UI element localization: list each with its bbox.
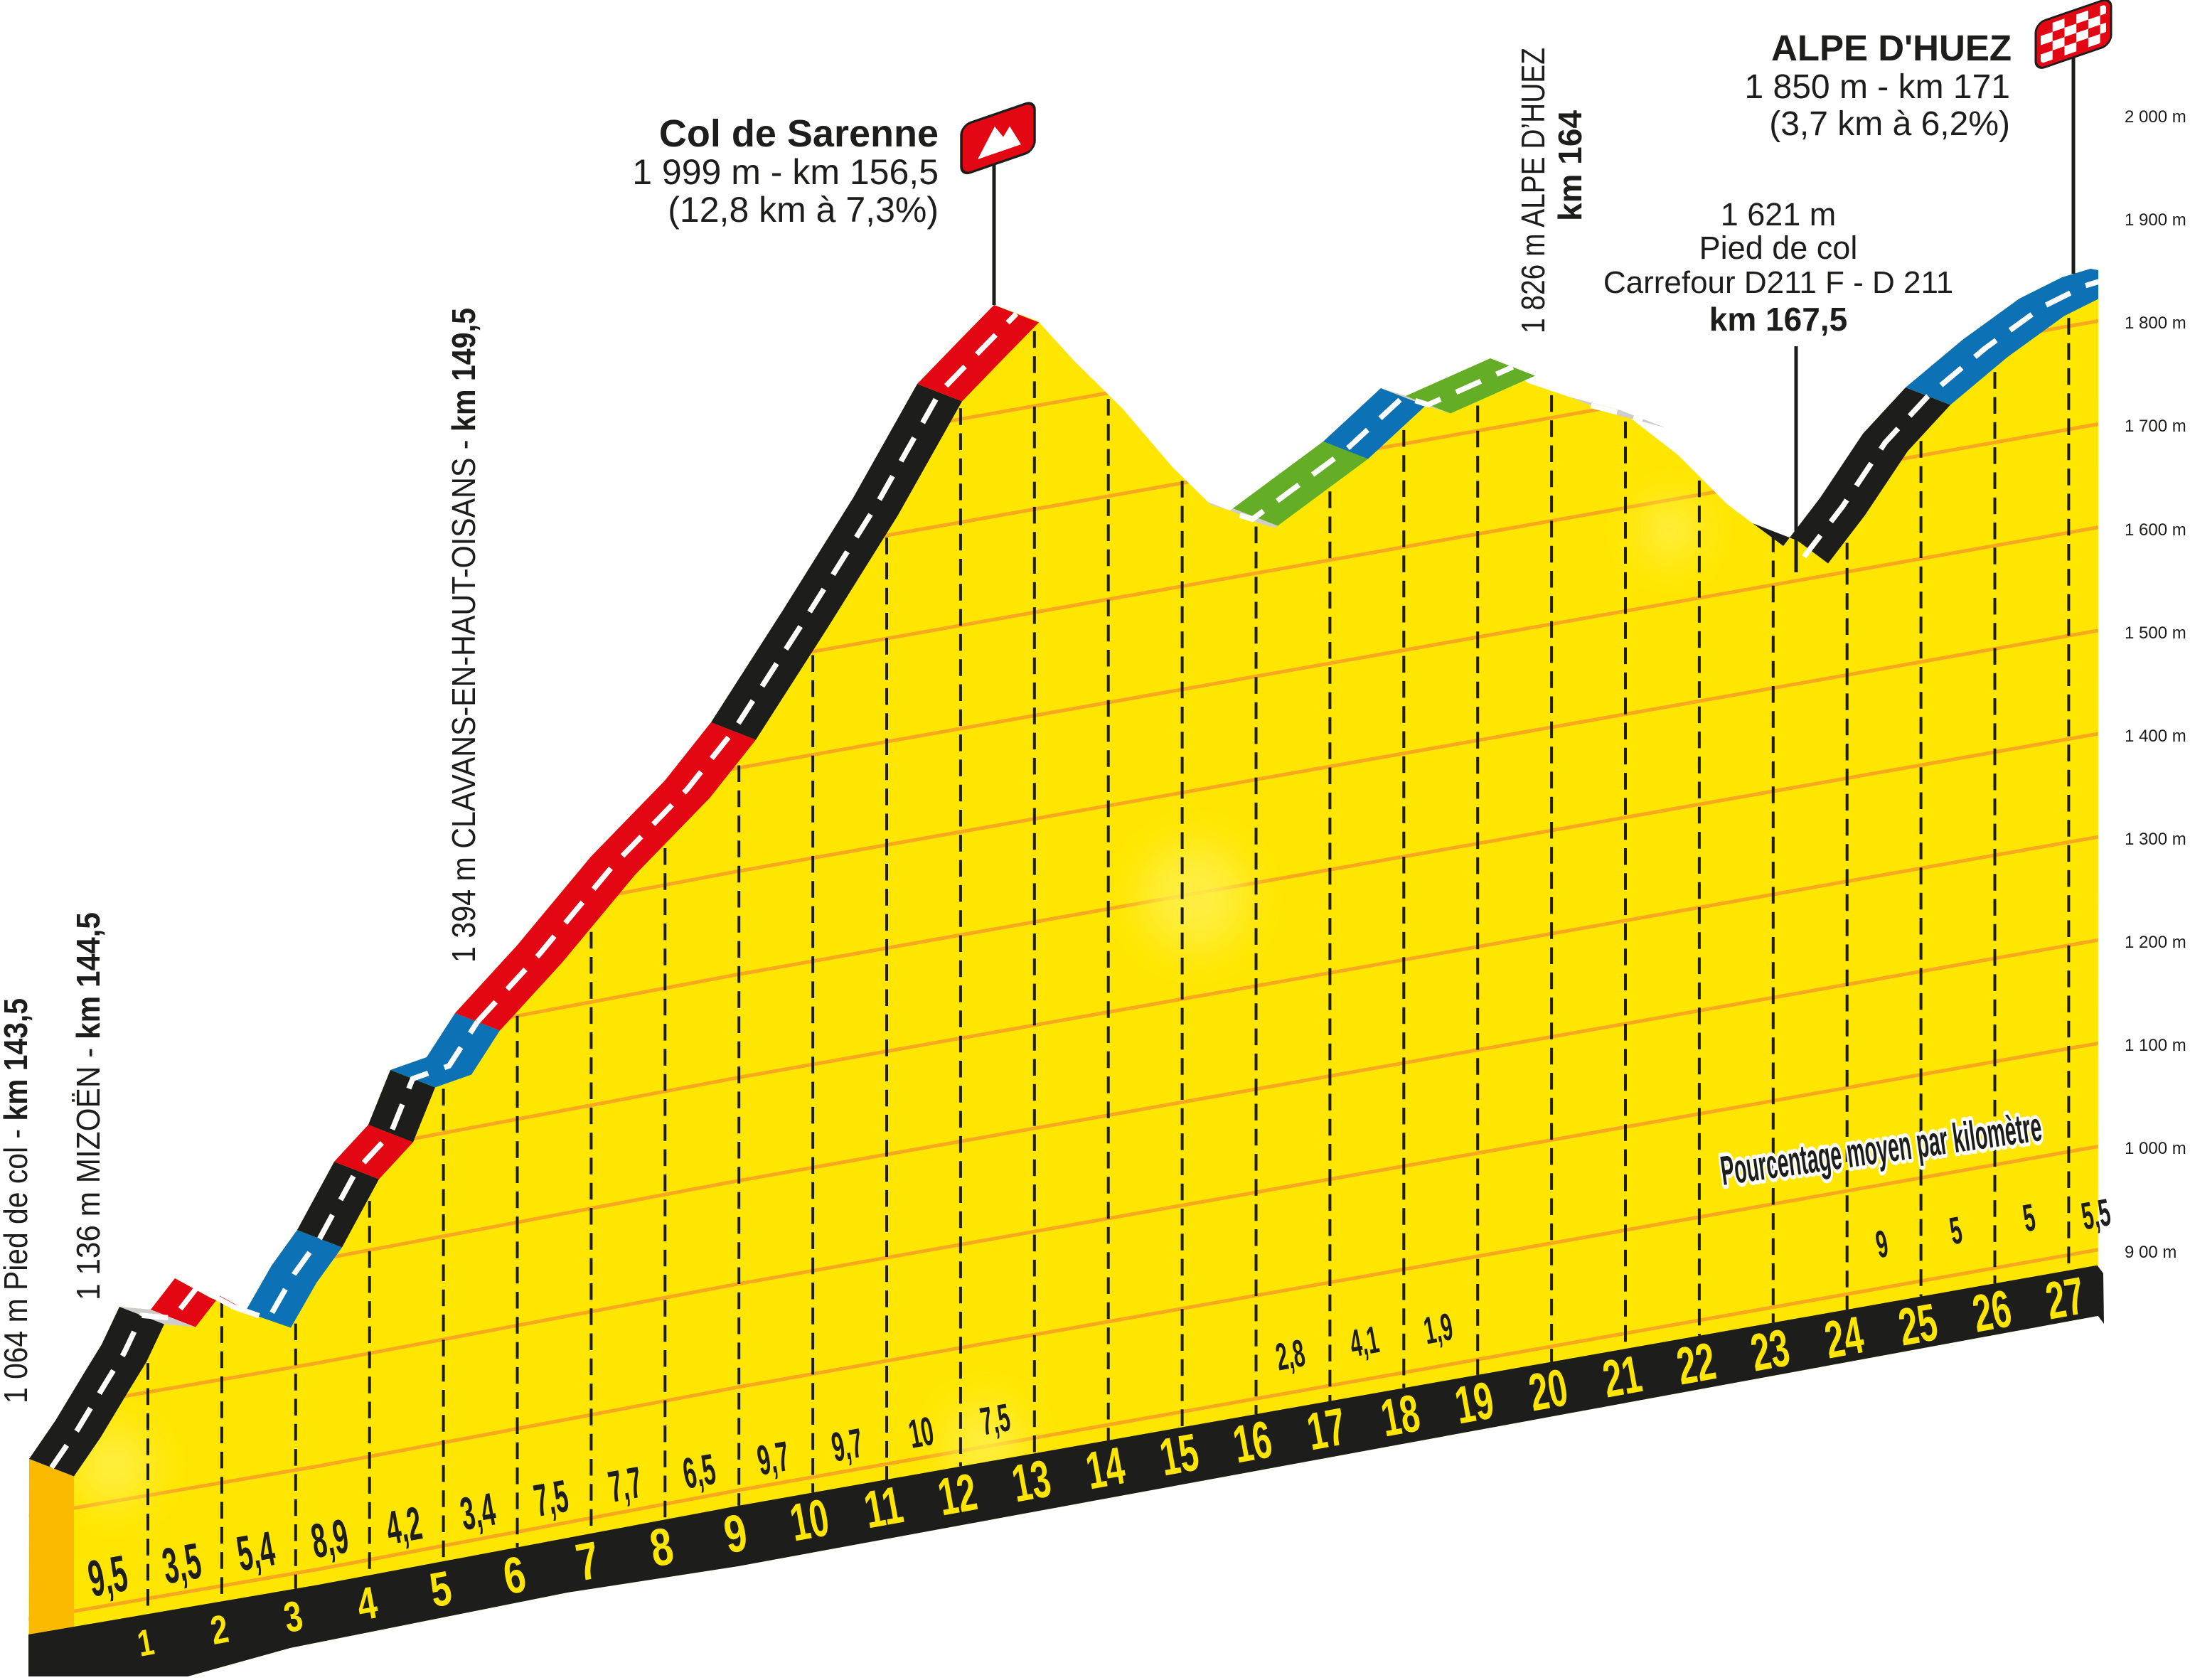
svg-text:1 000 m: 1 000 m (2125, 1139, 2186, 1158)
svg-text:(3,7 km à 6,2%): (3,7 km à 6,2%) (1769, 105, 2010, 143)
svg-text:Col de Sarenne: Col de Sarenne (659, 112, 939, 155)
svg-text:1 826 m ALPE D’HUEZ: 1 826 m ALPE D’HUEZ (1515, 48, 1551, 333)
svg-text:1 850 m - km 171: 1 850 m - km 171 (1745, 68, 2011, 106)
svg-text:1 064 m Pied de col - km 143,5: 1 064 m Pied de col - km 143,5 (0, 998, 34, 1403)
svg-text:ALPE D'HUEZ: ALPE D'HUEZ (1771, 28, 2012, 68)
svg-text:1 621 m: 1 621 m (1721, 196, 1837, 232)
svg-text:Pied de col: Pied de col (1699, 230, 1858, 266)
svg-text:km 164: km 164 (1551, 110, 1588, 221)
svg-text:1 394 m CLAVANS-EN-HAUT-OISANS: 1 394 m CLAVANS-EN-HAUT-OISANS - km 149,… (445, 308, 482, 963)
svg-text:9 00 m: 9 00 m (2125, 1243, 2176, 1262)
svg-text:1 500 m: 1 500 m (2125, 624, 2186, 643)
svg-text:1 200 m: 1 200 m (2125, 933, 2186, 952)
svg-text:Carrefour D211 F - D 211: Carrefour D211 F - D 211 (1603, 265, 1953, 300)
svg-text:(12,8 km à 7,3%): (12,8 km à 7,3%) (668, 190, 939, 230)
svg-text:1 900 m: 1 900 m (2125, 210, 2186, 230)
svg-text:1 136 m MIZOËN - km 144,5: 1 136 m MIZOËN - km 144,5 (70, 912, 107, 1300)
svg-text:1 600 m: 1 600 m (2125, 520, 2186, 540)
svg-text:1 400 m: 1 400 m (2125, 727, 2186, 746)
svg-text:km 167,5: km 167,5 (1709, 301, 1847, 338)
svg-text:1 300 m: 1 300 m (2125, 830, 2186, 849)
svg-text:1 800 m: 1 800 m (2125, 314, 2186, 333)
svg-text:2 000 m: 2 000 m (2125, 107, 2186, 127)
svg-text:1 100 m: 1 100 m (2125, 1036, 2186, 1055)
svg-text:1 700 m: 1 700 m (2125, 417, 2186, 436)
svg-text:1 999 m - km 156,5: 1 999 m - km 156,5 (632, 152, 939, 192)
